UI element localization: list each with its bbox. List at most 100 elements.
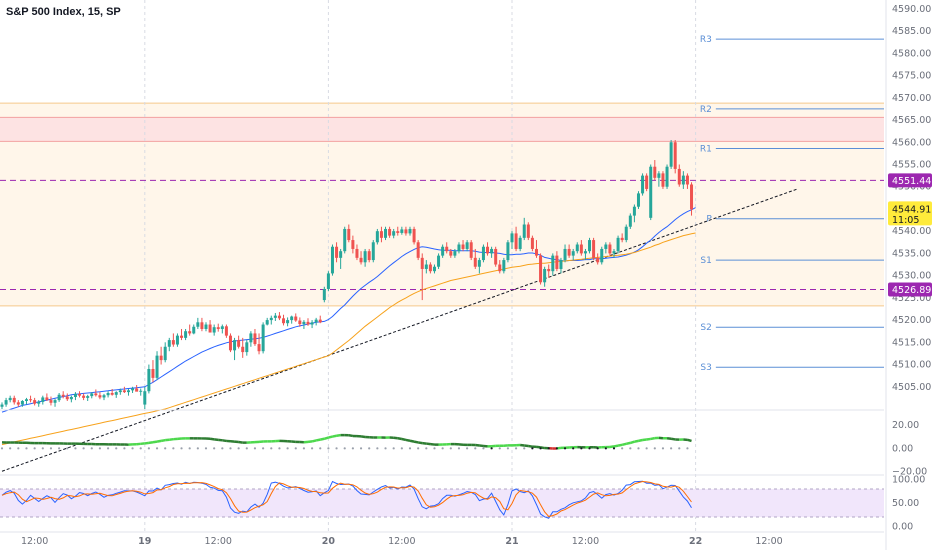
- candle-body: [147, 368, 151, 392]
- oscillator-zero-dot: [408, 447, 412, 450]
- time-tick-label: 20: [322, 536, 336, 547]
- last-price-tag: [888, 201, 932, 226]
- candle-body: [343, 228, 347, 252]
- oscillator-segment: [670, 437, 676, 441]
- oscillator-segment: [409, 439, 415, 443]
- candle-body: [563, 248, 567, 261]
- oscillator-zero-dot: [253, 447, 257, 450]
- candle-body: [555, 255, 559, 269]
- oscillator-zero-dot: [588, 447, 591, 450]
- candle-body: [12, 397, 16, 403]
- candle-body: [559, 260, 563, 269]
- oscillator-segment: [617, 443, 623, 447]
- oscillator-segment: [348, 434, 354, 438]
- candle-body: [690, 184, 694, 210]
- candle-body: [302, 321, 306, 325]
- candle-body: [579, 244, 583, 254]
- oscillator-zero-dot: [17, 447, 20, 450]
- candle-body: [539, 255, 543, 283]
- oscillator-zero-dot: [523, 447, 526, 450]
- candle-body: [69, 396, 73, 400]
- candle-body: [604, 244, 608, 249]
- candle-body: [510, 233, 514, 243]
- candle-body: [139, 390, 143, 392]
- candle-body: [4, 400, 8, 405]
- candle-body: [649, 166, 653, 218]
- oscillator-segment: [222, 439, 227, 443]
- price-tick-label: 4515.00: [892, 337, 931, 348]
- candle-body: [29, 399, 33, 401]
- price-tick-label: 4520.00: [892, 315, 931, 326]
- oscillator-segment: [405, 438, 411, 442]
- oscillator-zero-dot: [237, 447, 240, 450]
- oscillator-tick-label: −20.00: [892, 467, 927, 478]
- oscillator-zero-dot: [310, 447, 314, 450]
- candle-body: [620, 237, 624, 241]
- candle-body: [543, 268, 547, 283]
- oscillator-zero-dot: [604, 447, 607, 450]
- candle-body: [233, 340, 237, 351]
- candle-body: [82, 395, 86, 398]
- price-tick-label: 4560.00: [892, 137, 931, 148]
- oscillator-zero-dot: [400, 447, 403, 450]
- oscillator-zero-dot: [319, 447, 322, 450]
- candle-body: [645, 175, 649, 189]
- candle-body: [16, 402, 20, 405]
- oscillator-segment: [169, 437, 174, 441]
- candle-body: [110, 392, 114, 395]
- time-tick-label: 12:00: [388, 536, 415, 547]
- candle-body: [657, 173, 661, 178]
- candle-body: [665, 166, 669, 187]
- candle-body: [445, 246, 449, 252]
- candle-body: [78, 393, 82, 396]
- oscillator-zero-dot: [621, 447, 624, 450]
- oscillator-zero-dot: [66, 447, 69, 450]
- ma-line-sma_fast: [1, 207, 696, 413]
- candle-body: [392, 231, 396, 236]
- candle-body: [457, 244, 461, 252]
- candle-body: [685, 175, 689, 185]
- candle-body: [624, 226, 628, 241]
- candle-body: [351, 240, 355, 249]
- candle-body: [98, 395, 102, 398]
- candle-body: [461, 244, 465, 249]
- candle-body: [441, 246, 445, 256]
- oscillator-zero-dot: [645, 447, 648, 450]
- oscillator-segment: [426, 442, 431, 446]
- candle-body: [143, 391, 147, 405]
- oscillator-segment: [323, 436, 329, 440]
- candle-body: [90, 393, 94, 397]
- candle-body: [465, 242, 469, 249]
- oscillator-zero-dot: [580, 447, 583, 450]
- oscillator-segment: [332, 434, 337, 438]
- oscillator-segment: [393, 436, 398, 440]
- candle-body: [363, 251, 367, 263]
- oscillator-zero-dot: [547, 447, 550, 450]
- oscillator-segment: [328, 435, 333, 439]
- oscillator-segment: [360, 435, 366, 439]
- oscillator-segment: [315, 438, 321, 442]
- oscillator-zero-dot: [425, 447, 428, 450]
- candle-body: [636, 193, 640, 207]
- countdown-label: 11:05: [892, 215, 919, 226]
- oscillator-zero-dot: [629, 447, 632, 450]
- oscillator-zero-dot: [572, 447, 575, 450]
- oscillator-segment: [152, 440, 158, 444]
- candle-body: [118, 390, 122, 393]
- oscillator-zero-dot: [466, 447, 469, 450]
- candle-body: [506, 242, 510, 261]
- candle-body: [131, 388, 135, 391]
- oscillator-zero-dot: [376, 447, 379, 450]
- oscillator-segment: [687, 438, 692, 443]
- price-tag-label: 4526.89: [892, 285, 931, 296]
- candle-body: [184, 331, 188, 338]
- oscillator-zero-dot: [514, 447, 518, 450]
- oscillator-zero-dot: [270, 447, 273, 450]
- candle-body: [355, 248, 359, 258]
- candle-body: [673, 142, 677, 169]
- time-tick-label: 12:00: [572, 536, 599, 547]
- oscillator-segment: [528, 444, 533, 448]
- candle-body: [481, 246, 485, 261]
- oscillator-zero-dot: [653, 447, 656, 450]
